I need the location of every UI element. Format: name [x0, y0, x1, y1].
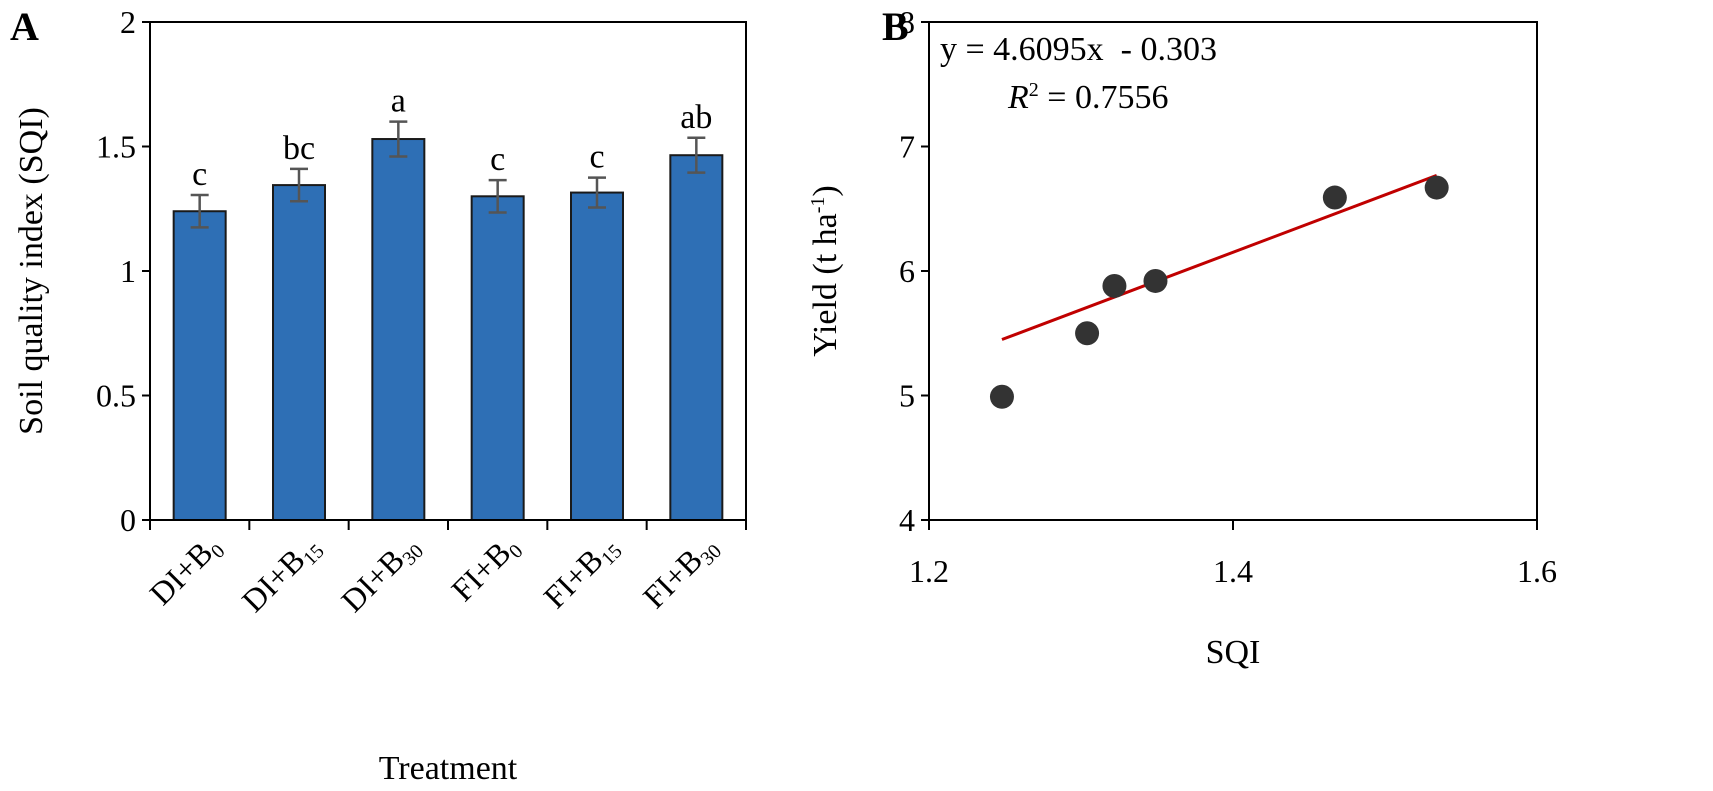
y-axis-label-b-close: )	[807, 185, 844, 196]
regression-equation: y = 4.6095x - 0.303	[940, 31, 1217, 68]
y-tick-label-b: 5	[899, 378, 915, 414]
x-tick-label-a: FI+B15	[536, 527, 626, 617]
bar	[272, 184, 326, 521]
x-tick-label-b: 1.4	[1213, 553, 1253, 589]
panel-label-a: A	[10, 4, 39, 49]
y-tick-label-a: 1	[120, 253, 136, 289]
x-tick-label-a: DI+B15	[235, 527, 329, 621]
y-tick-label-a: 1.5	[96, 129, 136, 165]
scatter-point	[1102, 273, 1127, 298]
r-squared: R2 = 0.7556	[1007, 79, 1168, 116]
y-tick-label-a: 0.5	[96, 378, 136, 414]
plot-frame-b	[928, 21, 1538, 521]
scatter-point	[1424, 175, 1449, 200]
y-tick-label-b: 4	[899, 502, 915, 538]
bar	[172, 210, 227, 522]
x-tick-label-a: DI+B0	[142, 527, 229, 614]
significance-letter: ab	[680, 99, 712, 136]
r-squared-r: R	[1007, 79, 1029, 116]
scatter-point	[1143, 268, 1168, 293]
x-tick-label-a: FI+B0	[444, 527, 527, 610]
scatter-point	[1322, 185, 1347, 210]
regression-line	[1001, 173, 1438, 341]
x-axis-label-b: SQI	[1206, 634, 1261, 671]
y-tick-label-b: 6	[899, 253, 915, 289]
x-tick-label-b: 1.6	[1517, 553, 1557, 589]
significance-letter: c	[589, 139, 604, 176]
significance-letter: c	[490, 141, 505, 178]
scatter-point	[1075, 321, 1100, 346]
scatter-point	[989, 384, 1014, 409]
bar-chart-panel: A Soil quality index (SQI) Treatment 0 0.…	[10, 4, 747, 787]
x-tick-label-a: DI+B30	[334, 527, 428, 621]
scatter-chart-panel: B Yield (t ha-1) SQI 4 5 6 7 8 1.2 1.4 1.6 y = …	[807, 4, 1557, 671]
y-axis-label-b-sup: -1	[807, 197, 829, 214]
significance-letter: c	[192, 156, 207, 193]
panel-label-b: B	[882, 4, 909, 49]
r-squared-sup: 2	[1029, 79, 1039, 101]
x-axis-label-a: Treatment	[379, 750, 518, 787]
y-axis-label-b-main: Yield (t ha	[807, 213, 844, 357]
y-axis-label-a: Soil quality index (SQI)	[13, 107, 50, 435]
x-tick-label-a: FI+B30	[636, 527, 726, 617]
y-tick-label-a: 0	[120, 502, 136, 538]
r-squared-value: = 0.7556	[1039, 79, 1169, 116]
y-tick-label-b: 7	[899, 129, 915, 165]
bar	[470, 195, 525, 522]
plot-frame-a	[149, 21, 747, 521]
bar	[570, 191, 624, 521]
bar	[669, 154, 724, 521]
significance-letter: bc	[283, 130, 315, 167]
bar	[371, 138, 426, 521]
y-axis-label-b: Yield (t ha-1)	[807, 185, 844, 357]
significance-letter: a	[391, 83, 406, 120]
y-tick-label-b: 8	[899, 4, 915, 40]
x-tick-label-b: 1.2	[909, 553, 949, 589]
y-tick-label-a: 2	[120, 4, 136, 40]
